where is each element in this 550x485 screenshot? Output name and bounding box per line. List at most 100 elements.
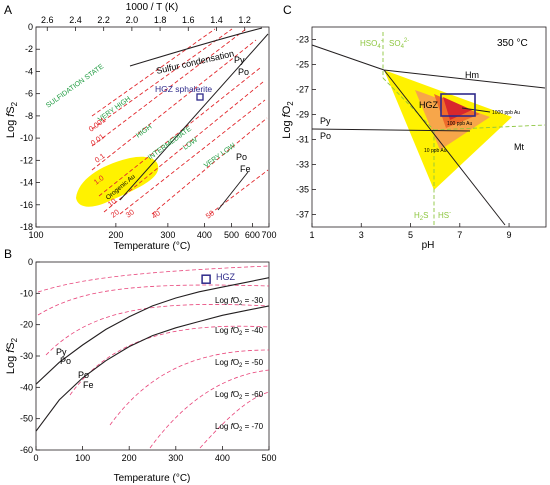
isoline-001 — [91, 28, 233, 130]
panel-a: A 1000 / T (K) 2.6 2.4 2.2 2.0 1.8 1.6 1.4 1.2 … — [4, 2, 277, 252]
y-tick-label-b: -40 — [20, 382, 33, 392]
x-tick-label-c: 5 — [408, 230, 413, 240]
panel-letter-a: A — [4, 3, 12, 17]
y-ticks-c: -23 -25 -27 -29 -31 -33 -35 -37 — [296, 35, 316, 220]
y-tick-label-b: 0 — [28, 257, 33, 267]
sulfur-condensation-label: Sulfur condensation — [155, 48, 235, 76]
hgz-box-c — [440, 93, 476, 117]
hm-label: Hm — [465, 70, 479, 80]
iso-60-o: O — [233, 390, 239, 399]
y-label-a-s: S — [5, 106, 17, 113]
y-tick-label-c: -35 — [296, 185, 309, 195]
isopleth-guide-7 — [199, 391, 270, 449]
isopleth-guide-1 — [37, 265, 270, 293]
y-tick-label-c: -29 — [296, 110, 309, 120]
h2s-tail: S — [423, 211, 428, 220]
py-label-c: Py — [320, 116, 331, 126]
y-label-a-f: f — [5, 113, 17, 117]
panel-letter-c: C — [283, 3, 292, 17]
isoline-label-40: 40 — [150, 208, 162, 220]
isoline-20 — [103, 81, 264, 213]
iso-40-f: f — [231, 326, 234, 335]
x-tick-label-a: 300 — [160, 230, 175, 240]
x-axis-label-c: pH — [422, 240, 435, 251]
top-tick-label-a: 2.6 — [41, 15, 54, 25]
x-tick-label-a: 400 — [197, 230, 212, 240]
y-tick-label-b: -60 — [20, 445, 33, 455]
iso-50-f: f — [231, 358, 234, 367]
x-tick-label-a: 500 — [224, 230, 239, 240]
so4-text: SO — [389, 39, 401, 48]
sulfidation-state-label: SULFIDATION STATE — [45, 63, 105, 110]
isoline-label-50: 50 — [204, 208, 216, 220]
h2s-sub: 2 — [420, 216, 424, 222]
sulfur-species-boundaries — [382, 32, 546, 225]
h2s-text: H — [414, 211, 420, 220]
x-tick-label-b: 0 — [33, 453, 38, 463]
isopleth-guide-5 — [109, 349, 270, 426]
fe-label-a: Fe — [240, 164, 251, 174]
y-label-b-sub: 2 — [10, 337, 19, 342]
y-tick-label-b: -10 — [20, 288, 33, 298]
top-tick-label-a: 2.2 — [97, 15, 110, 25]
isoline-label-01: 0.1 — [93, 151, 107, 164]
au-1000-leader — [461, 107, 491, 113]
y-tick-label-c: -31 — [296, 135, 309, 145]
isoline-label-20: 20 — [109, 207, 121, 219]
fe-label-b: Fe — [83, 380, 94, 390]
x-axis-label-a: Temperature (°C) — [114, 241, 191, 252]
x-tick-label-c: 9 — [507, 230, 512, 240]
y-label-b-f: f — [5, 349, 17, 353]
iso-40-sub: 2 — [239, 331, 243, 337]
hso4-text: HSO — [360, 39, 377, 48]
iso-40-prefix: Log — [215, 326, 231, 335]
iso-40-value: = -40 — [242, 326, 263, 335]
iso-70-prefix: Log — [215, 422, 231, 431]
y-tick-label-b: -50 — [20, 414, 33, 424]
isoline-0001 — [91, 28, 216, 117]
py-po-boundary-b — [35, 277, 270, 385]
so4-sub: 4 — [401, 44, 405, 50]
iso-70-o: O — [233, 422, 239, 431]
x-tick-label-c: 1 — [309, 230, 314, 240]
isopleth-label-60: Log fO2 = -60 — [215, 390, 264, 401]
sphalerite-isolines — [91, 28, 269, 215]
py-label-b: Py — [56, 347, 67, 357]
au-1000-label: 1000 ppb Au — [492, 110, 520, 116]
x-tick-label-b: 100 — [75, 453, 90, 463]
iso-30-sub: 2 — [239, 301, 243, 307]
isopleth-labels: Log fO2 = -30 Log fO2 = -40 Log fO2 = -5… — [215, 296, 264, 433]
po-label-c: Po — [320, 131, 331, 141]
hgz-sphalerite-label: HGZ sphalerite — [155, 84, 212, 94]
x-tick-label-c: 3 — [359, 230, 364, 240]
x-tick-label-c: 7 — [457, 230, 462, 240]
top-tick-label-a: 2.4 — [69, 15, 82, 25]
hs-label: HS- — [438, 210, 451, 220]
y-tick-label-a: -14 — [20, 178, 33, 188]
x-ticks-c: 1 3 5 7 9 — [309, 223, 512, 240]
hs-text: HS — [438, 211, 449, 220]
isopleth-label-50: Log fO2 = -50 — [215, 358, 264, 369]
x-ticks-a: 100 200 300 400 500 600 700 — [28, 223, 277, 240]
po2-label-b: Po — [78, 370, 89, 380]
iso-60-sub: 2 — [239, 395, 243, 401]
hgz-marker-b — [201, 274, 211, 284]
y-label-c-main: Log — [281, 117, 293, 138]
iso-50-prefix: Log — [215, 358, 231, 367]
y-axis-label-c: Log fO2 — [281, 101, 295, 139]
top-tick-label-a: 1.2 — [238, 15, 251, 25]
isoline-30 — [119, 99, 266, 215]
hm-boundary — [311, 44, 546, 89]
top-ticks-a: 2.6 2.4 2.2 2.0 1.8 1.6 1.4 1.2 — [41, 15, 251, 31]
y-label-b-s: S — [5, 342, 17, 349]
y-tick-label-c: -25 — [296, 60, 309, 70]
y-tick-label-a: -8 — [25, 111, 33, 121]
top-tick-label-a: 1.4 — [210, 15, 223, 25]
iso-30-f: f — [231, 296, 234, 305]
x-tick-label-a: 600 — [245, 230, 260, 240]
y-label-b-main: Log — [5, 353, 17, 374]
iso-70-sub: 2 — [239, 427, 243, 433]
x-tick-label-b: 300 — [168, 453, 183, 463]
so4-label: SO42- — [389, 38, 409, 50]
